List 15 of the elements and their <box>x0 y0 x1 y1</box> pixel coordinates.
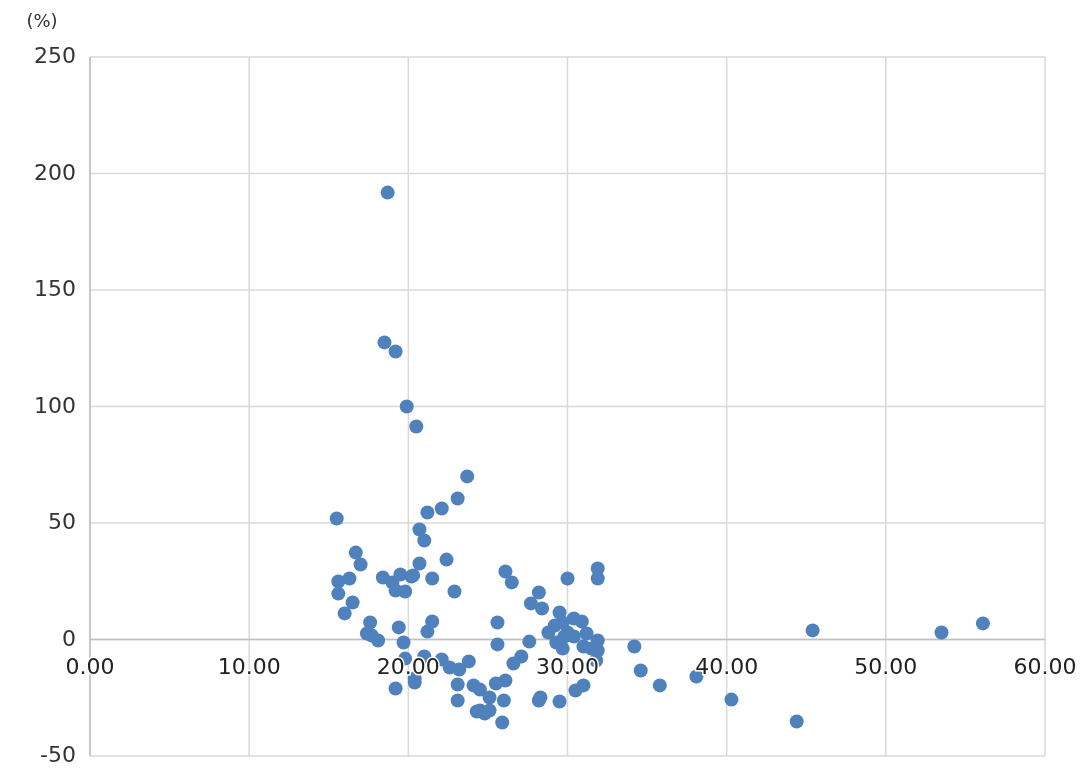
y-tick-label: -50 <box>40 742 76 767</box>
y-tick-label: 100 <box>34 392 76 418</box>
x-tick-label: 60.00 <box>1013 653 1077 679</box>
x-tick-label: 40.00 <box>695 653 759 679</box>
x-tick-label: 30.00 <box>536 653 599 679</box>
y-axis-title: (%) <box>26 10 58 31</box>
x-tick-label: 20.00 <box>376 653 440 679</box>
x-tick-label: 10.00 <box>217 653 281 679</box>
x-tick-label: 50.00 <box>854 653 918 679</box>
x-tick-label: 0.00 <box>65 653 115 679</box>
y-tick-label: 150 <box>34 276 76 301</box>
y-tick-label: 50 <box>48 509 76 534</box>
y-tick-label: 200 <box>34 159 76 185</box>
y-tick-label: 250 <box>34 43 76 68</box>
y-tick-label: 0 <box>62 625 76 651</box>
